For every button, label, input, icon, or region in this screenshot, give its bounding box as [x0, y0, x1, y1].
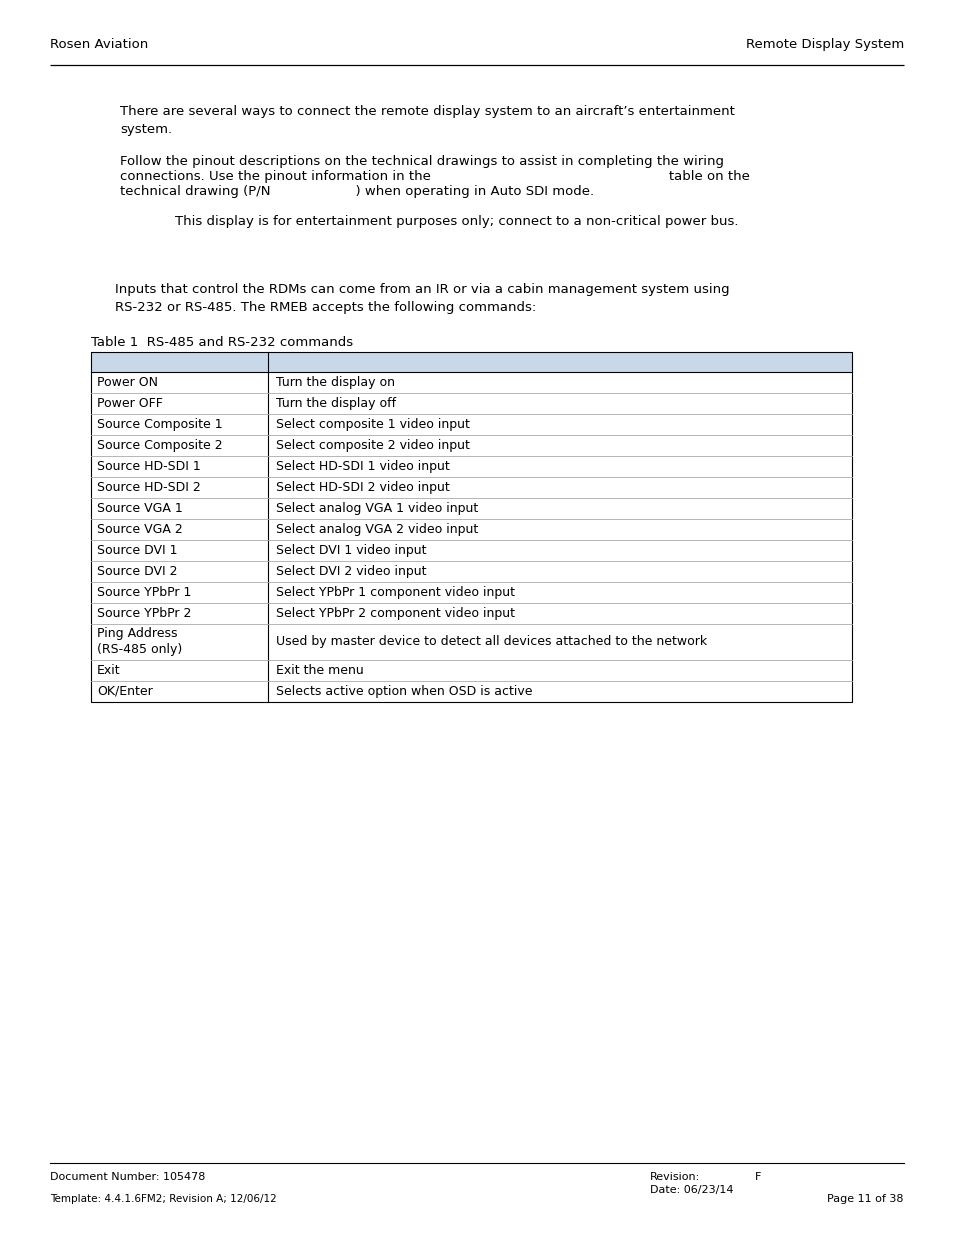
- Text: Select analog VGA 2 video input: Select analog VGA 2 video input: [275, 522, 477, 536]
- Text: Selects active option when OSD is active: Selects active option when OSD is active: [275, 685, 532, 698]
- Text: Ping Address
(RS-485 only): Ping Address (RS-485 only): [97, 627, 182, 657]
- Text: Source DVI 1: Source DVI 1: [97, 543, 177, 557]
- Text: Exit the menu: Exit the menu: [275, 664, 363, 677]
- Text: Source Composite 1: Source Composite 1: [97, 417, 222, 431]
- Text: Remote Display System: Remote Display System: [745, 38, 903, 51]
- Text: Inputs that control the RDMs can come from an IR or via a cabin management syste: Inputs that control the RDMs can come fr…: [115, 283, 729, 314]
- Text: Select YPbPr 1 component video input: Select YPbPr 1 component video input: [275, 585, 515, 599]
- Text: Select HD-SDI 2 video input: Select HD-SDI 2 video input: [275, 480, 449, 494]
- Text: Template: 4.4.1.6FM2; Revision A; 12/06/12: Template: 4.4.1.6FM2; Revision A; 12/06/…: [50, 1194, 276, 1204]
- Text: There are several ways to connect the remote display system to an aircraft’s ent: There are several ways to connect the re…: [120, 105, 734, 136]
- Text: Select HD-SDI 1 video input: Select HD-SDI 1 video input: [275, 459, 449, 473]
- Text: Source Composite 2: Source Composite 2: [97, 438, 222, 452]
- Text: F: F: [754, 1172, 760, 1182]
- Text: Select DVI 2 video input: Select DVI 2 video input: [275, 564, 426, 578]
- Text: Used by master device to detect all devices attached to the network: Used by master device to detect all devi…: [275, 636, 706, 648]
- Text: Source DVI 2: Source DVI 2: [97, 564, 177, 578]
- Text: Table 1  RS-485 and RS-232 commands: Table 1 RS-485 and RS-232 commands: [91, 336, 353, 350]
- Text: Exit: Exit: [97, 664, 120, 677]
- Text: Turn the display on: Turn the display on: [275, 375, 395, 389]
- Text: Source HD-SDI 2: Source HD-SDI 2: [97, 480, 200, 494]
- Text: Follow the pinout descriptions on the technical drawings to assist in completing: Follow the pinout descriptions on the te…: [120, 156, 723, 168]
- Text: Select composite 2 video input: Select composite 2 video input: [275, 438, 470, 452]
- Text: Date: 06/23/14: Date: 06/23/14: [649, 1186, 733, 1195]
- Text: Source VGA 2: Source VGA 2: [97, 522, 183, 536]
- Text: Select composite 1 video input: Select composite 1 video input: [275, 417, 470, 431]
- Bar: [91, 352, 851, 701]
- Text: Source YPbPr 1: Source YPbPr 1: [97, 585, 192, 599]
- Text: Select analog VGA 1 video input: Select analog VGA 1 video input: [275, 501, 477, 515]
- Text: Select DVI 1 video input: Select DVI 1 video input: [275, 543, 426, 557]
- Text: Source HD-SDI 1: Source HD-SDI 1: [97, 459, 200, 473]
- Text: connections. Use the pinout information in the                                  : connections. Use the pinout information …: [120, 170, 749, 183]
- Text: Power OFF: Power OFF: [97, 396, 163, 410]
- Text: Revision:: Revision:: [649, 1172, 700, 1182]
- Text: Power ON: Power ON: [97, 375, 158, 389]
- Text: Source YPbPr 2: Source YPbPr 2: [97, 606, 192, 620]
- Text: Document Number: 105478: Document Number: 105478: [50, 1172, 205, 1182]
- Text: Rosen Aviation: Rosen Aviation: [50, 38, 148, 51]
- Text: technical drawing (P/N                    ) when operating in Auto SDI mode.: technical drawing (P/N ) when operating …: [120, 185, 594, 198]
- Text: OK/Enter: OK/Enter: [97, 685, 152, 698]
- Text: This display is for entertainment purposes only; connect to a non-critical power: This display is for entertainment purpos…: [174, 215, 738, 228]
- Text: Source VGA 1: Source VGA 1: [97, 501, 183, 515]
- Bar: [91, 352, 851, 372]
- Text: Select YPbPr 2 component video input: Select YPbPr 2 component video input: [275, 606, 515, 620]
- Text: Turn the display off: Turn the display off: [275, 396, 395, 410]
- Text: Page 11 of 38: Page 11 of 38: [826, 1194, 903, 1204]
